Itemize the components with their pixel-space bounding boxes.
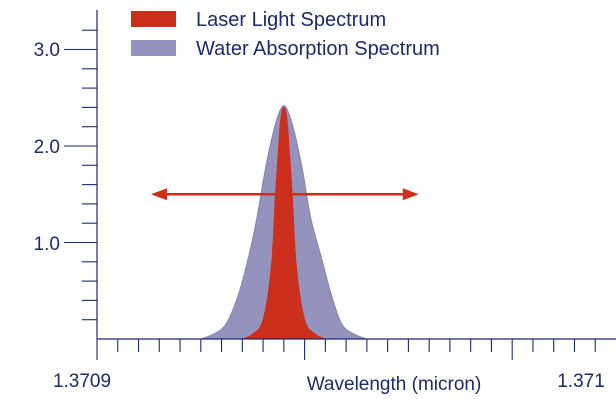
x-ticks (96, 339, 596, 360)
legend-label-water: Water Absorption Spectrum (196, 38, 440, 60)
plot-area (200, 104, 368, 340)
x-tick-label-1: 1.3709 (53, 371, 111, 392)
arrow-head-right (402, 188, 419, 201)
laser-light-area (242, 106, 326, 340)
legend-label-laser: Laser Light Spectrum (196, 9, 386, 31)
legend: Laser Light Spectrum Water Absorption Spe… (131, 9, 440, 60)
axes (96, 10, 616, 340)
x-tick-label-2: 1.371 (557, 371, 605, 392)
legend-swatch-water (131, 40, 176, 56)
y-tick-label-1: 1.0 (34, 234, 60, 255)
y-tick-label-3: 3.0 (34, 40, 60, 61)
arrow-head-left (150, 188, 167, 201)
legend-swatch-laser (131, 11, 176, 27)
x-axis-label: Wavelength (micron) (307, 374, 482, 395)
y-tick-label-2: 2.0 (34, 137, 60, 158)
annotations (150, 188, 419, 201)
y-ticks (64, 29, 97, 321)
